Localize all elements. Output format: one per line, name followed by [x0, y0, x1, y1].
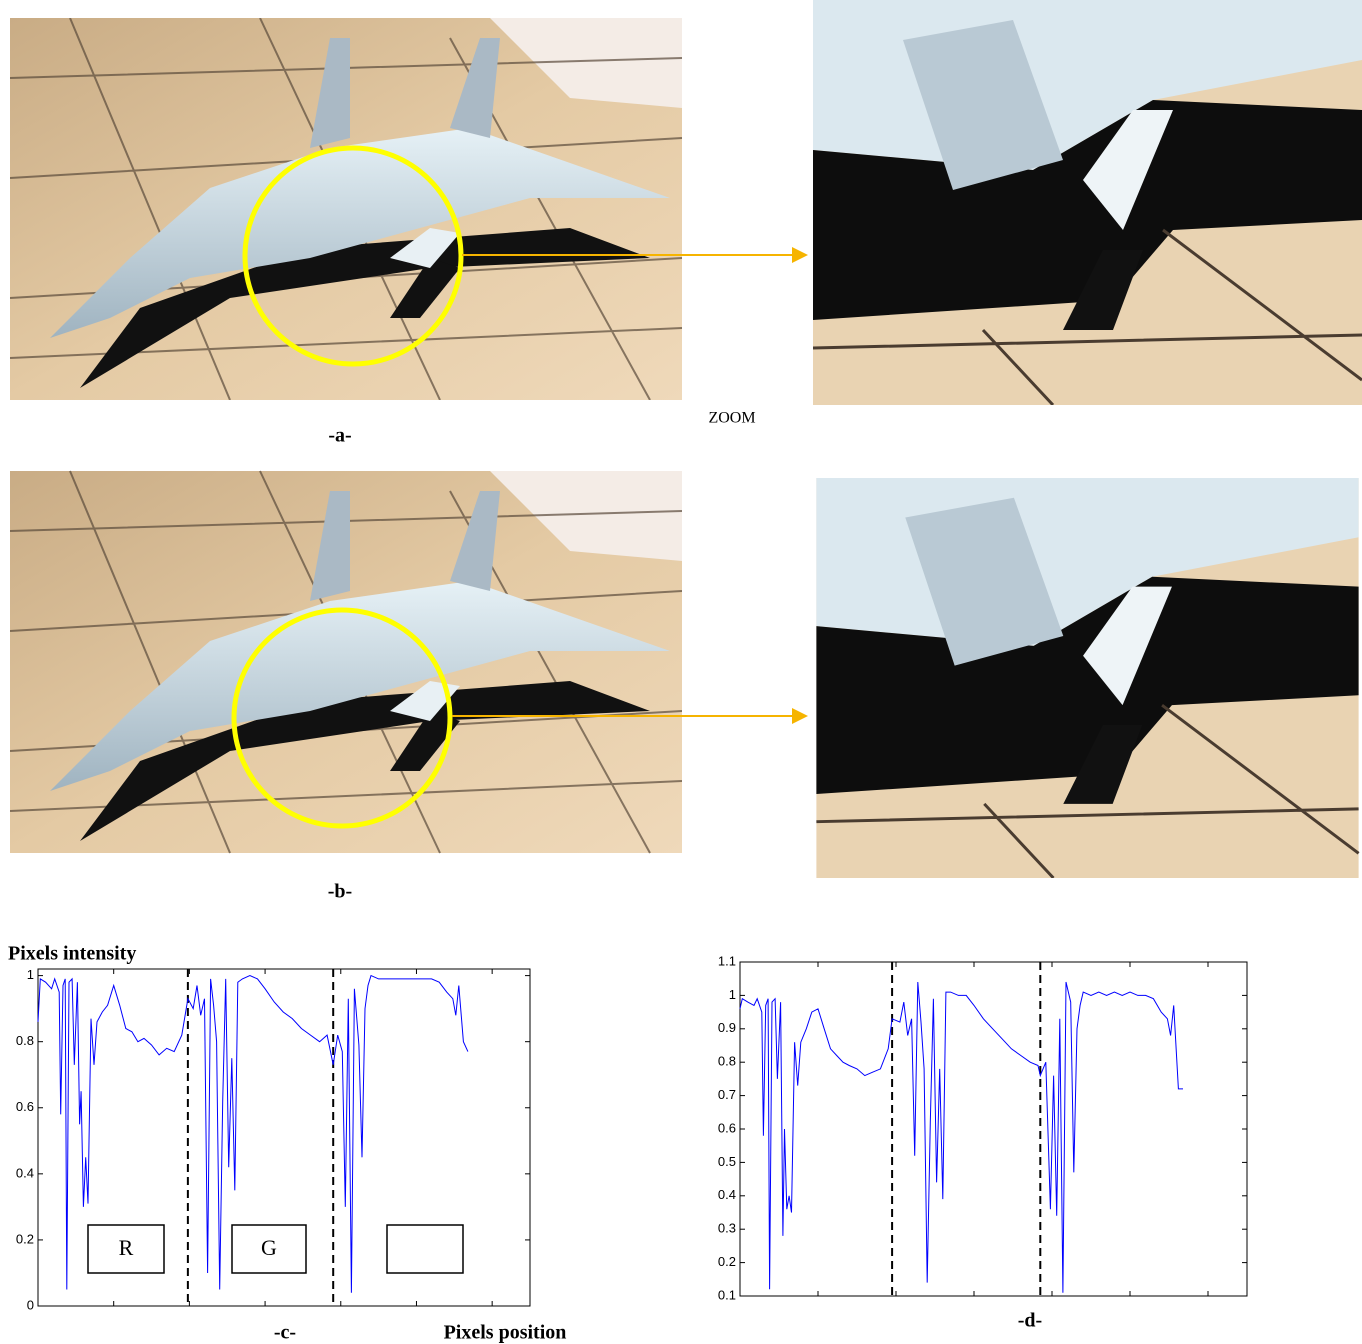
- zoom-a: [813, 0, 1362, 405]
- arrow-head: [792, 247, 808, 263]
- y-tick-label: 0.9: [718, 1020, 736, 1035]
- zoom-b: [816, 478, 1358, 878]
- page: {"figure": {"caption_a": "-a-", "caption…: [0, 0, 1362, 1344]
- y-tick-label: 0.7: [718, 1087, 736, 1102]
- y-tick-label: 0.3: [718, 1221, 736, 1236]
- y-axis-label: Pixels intensity: [8, 943, 136, 965]
- zoom-label: ZOOM: [708, 410, 755, 427]
- y-tick-label: 0.8: [718, 1054, 736, 1069]
- photo-a: [10, 18, 682, 400]
- y-tick-label: 0.6: [16, 1099, 34, 1114]
- photo-b: [10, 471, 682, 853]
- y-tick-label: 0.6: [718, 1120, 736, 1135]
- y-tick-label: 1: [27, 967, 34, 982]
- y-tick-label: 1: [729, 987, 736, 1002]
- figure: -a- ZOOM -b- 0 0.2 0.4 0.6 0.8 1 R G Pixels inte…: [0, 0, 1362, 1344]
- annotation: R: [119, 1235, 134, 1260]
- y-tick-label: 0.4: [718, 1187, 736, 1202]
- y-tick-label: 1.1: [718, 953, 736, 968]
- caption: -a-: [328, 425, 351, 447]
- annotation: G: [261, 1235, 277, 1260]
- caption: -c-: [274, 1322, 296, 1344]
- y-tick-label: 0.1: [718, 1287, 736, 1302]
- caption: -d-: [1018, 1310, 1042, 1332]
- caption: -b-: [328, 881, 352, 903]
- plot-area: [740, 962, 1247, 1296]
- annotation-box: [387, 1225, 463, 1273]
- y-tick-label: 0.4: [16, 1165, 34, 1180]
- y-tick-label: 0.2: [718, 1254, 736, 1269]
- x-axis-label: Pixels position: [444, 1322, 567, 1344]
- y-tick-label: 0.8: [16, 1033, 34, 1048]
- y-tick-label: 0: [27, 1297, 34, 1312]
- arrow-head: [792, 708, 808, 724]
- y-tick-label: 0.2: [16, 1231, 34, 1246]
- y-tick-label: 0.5: [718, 1154, 736, 1169]
